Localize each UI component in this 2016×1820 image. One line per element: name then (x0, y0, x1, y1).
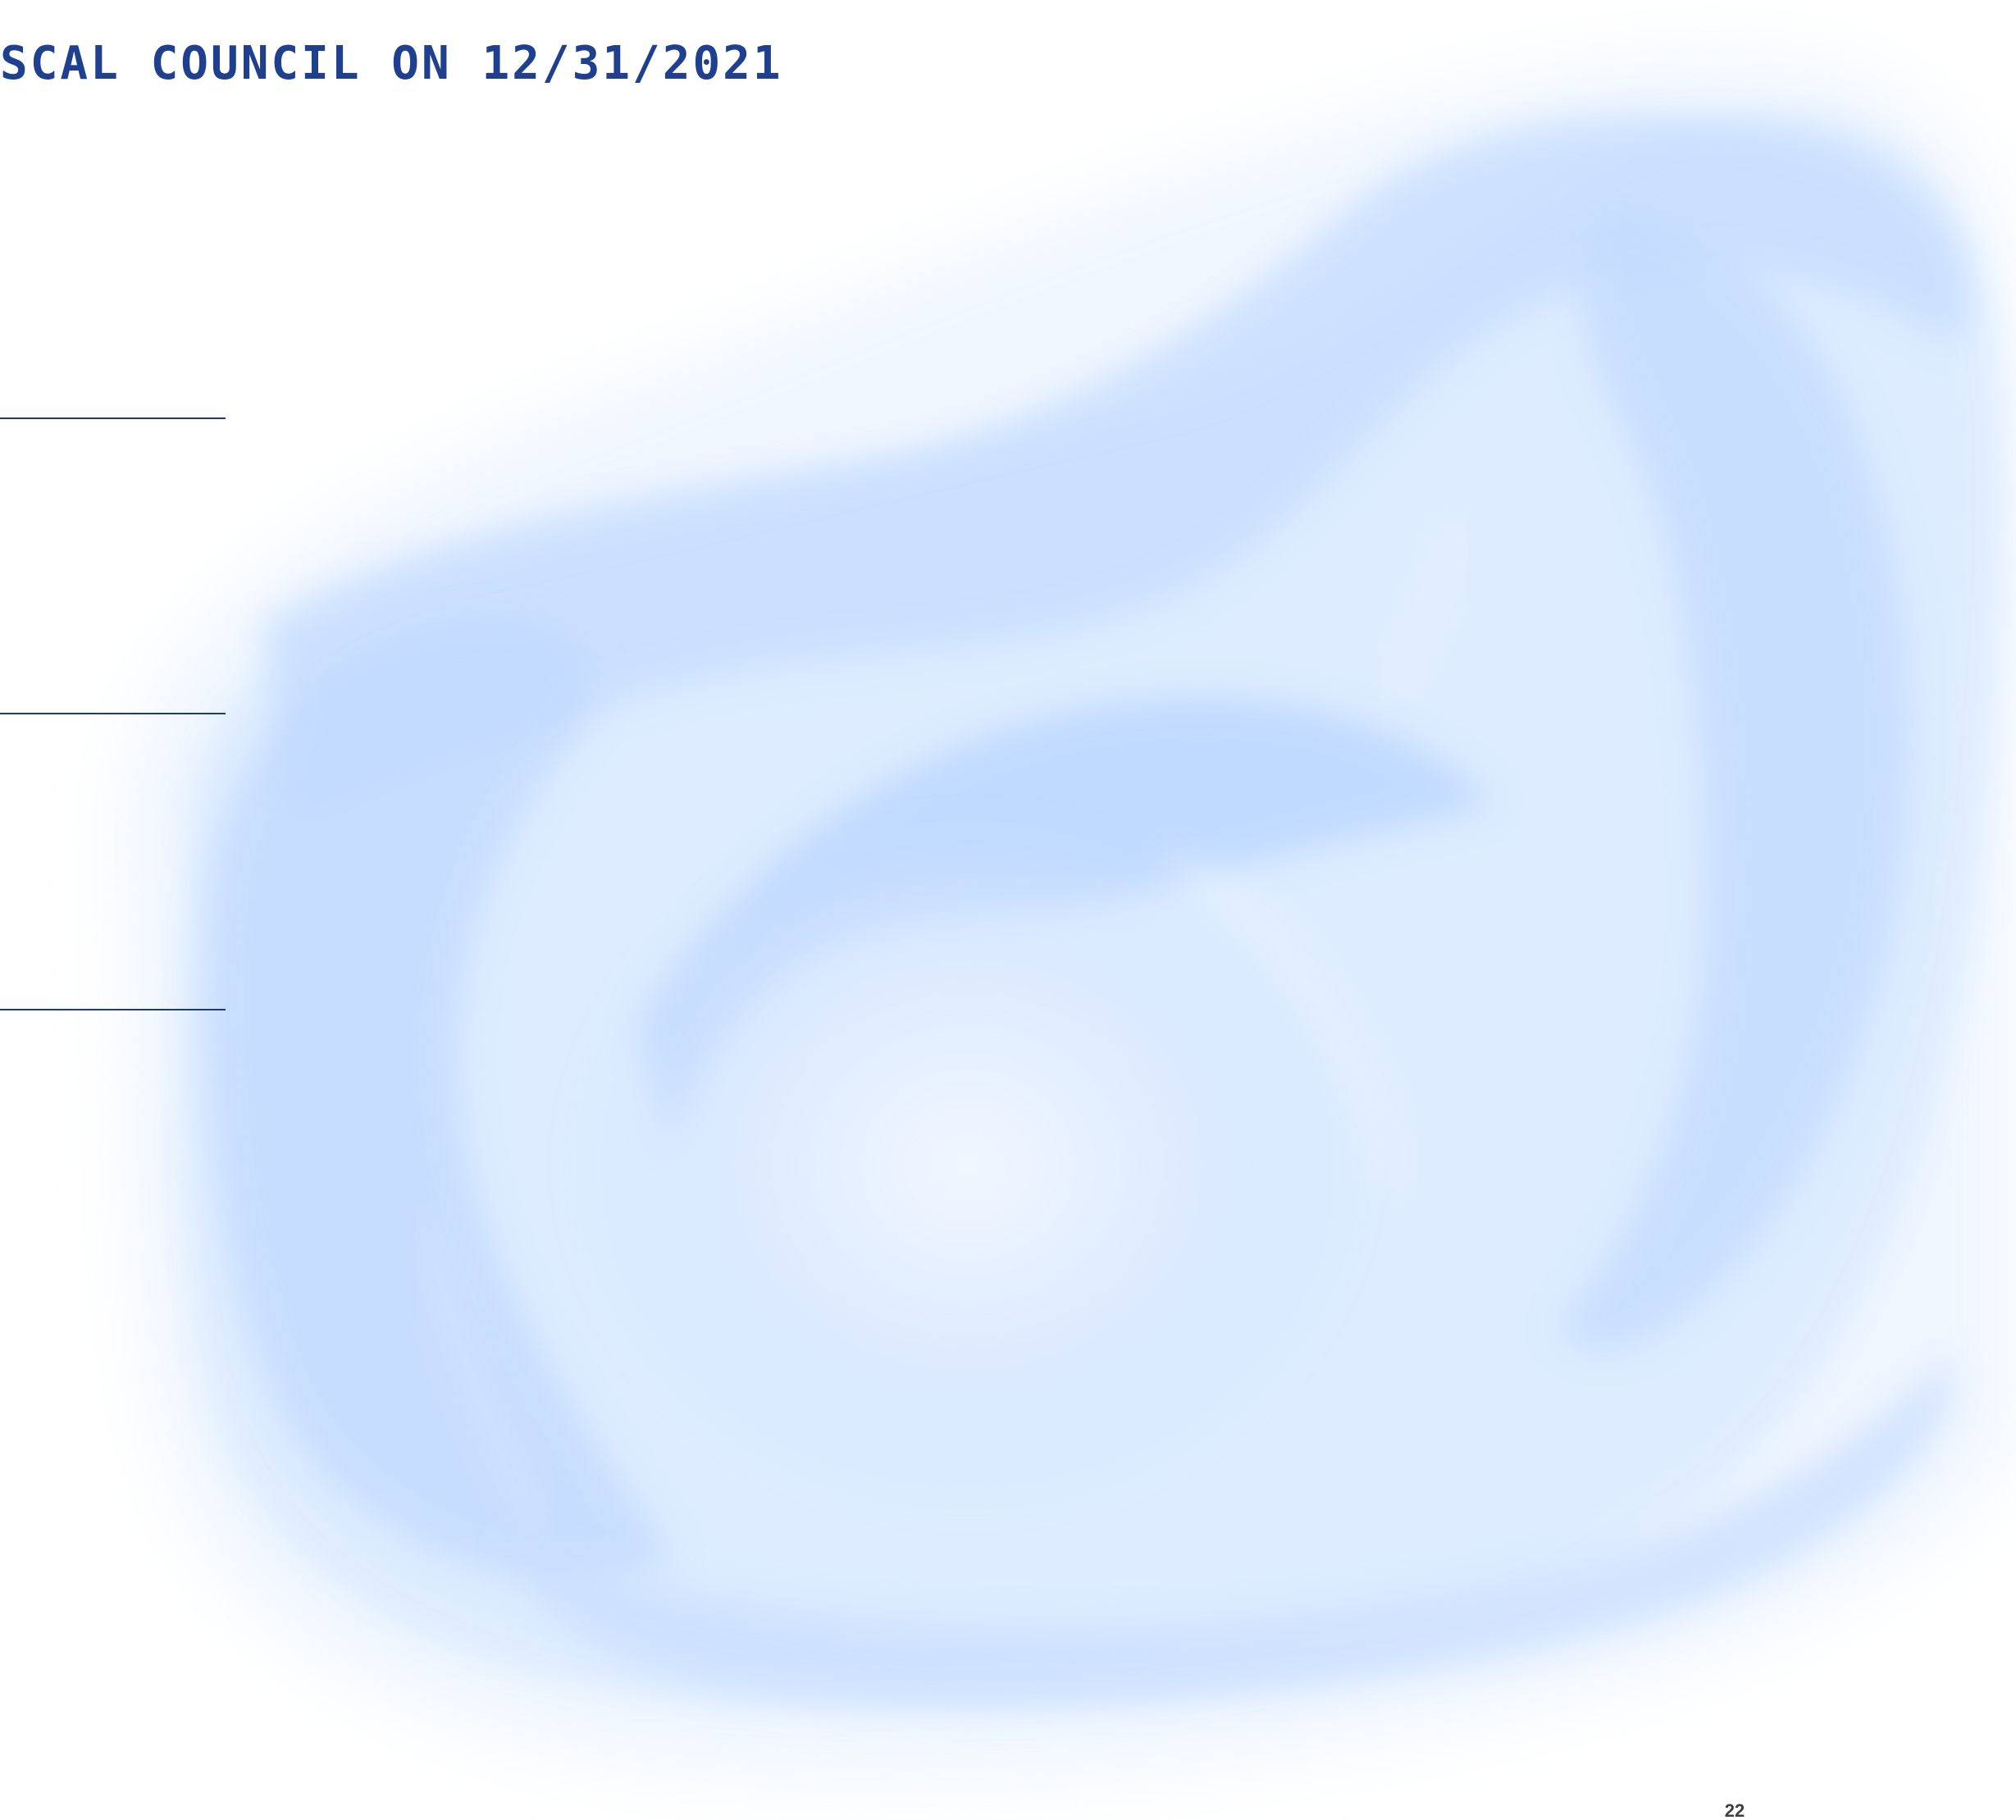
section-divider-2 (0, 713, 226, 714)
page-title: SCAL COUNCIL ON 12/31/2021 (0, 37, 783, 90)
section-divider-3 (0, 1009, 226, 1010)
section-divider-1 (0, 417, 226, 419)
page-number: 22 (1724, 1800, 1745, 1820)
